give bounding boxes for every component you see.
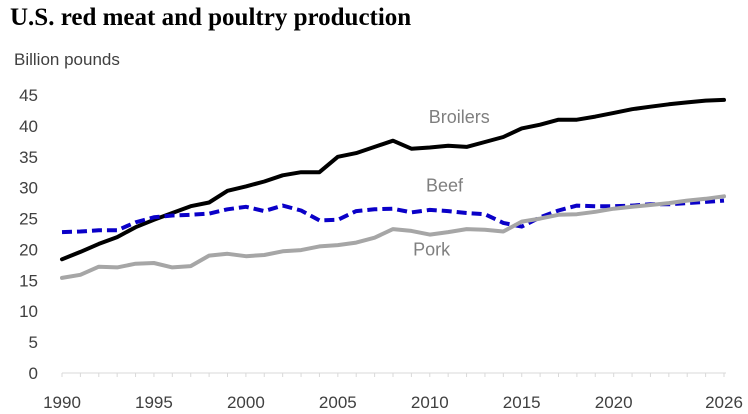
y-axis-label: Billion pounds (14, 50, 120, 69)
x-tick-label: 2000 (227, 393, 265, 412)
y-tick-label: 30 (19, 179, 38, 198)
series-label-pork: Pork (413, 240, 451, 260)
y-tick-label: 10 (19, 302, 38, 321)
series-line-pork (60, 194, 726, 280)
series-label-broilers: Broilers (429, 107, 490, 127)
chart-title: U.S. red meat and poultry production (10, 4, 412, 31)
x-tick-label: 2020 (595, 393, 633, 412)
axes: 1990 1995 2000 2005 2010 2015 2020 2026 0 5 10 15 20… (19, 86, 743, 412)
series-line-beef (61, 198, 725, 235)
y-tick-label: 5 (29, 333, 38, 352)
series-label-beef: Beef (426, 175, 464, 195)
y-tick-label: 0 (29, 364, 38, 383)
y-tick-label: 20 (19, 240, 38, 259)
y-tick-label: 45 (19, 86, 38, 105)
x-tick-label: 2026 (705, 393, 743, 412)
x-tick-label: 1990 (43, 393, 81, 412)
series-line-broilers (60, 97, 726, 262)
y-tick-label: 25 (19, 210, 38, 229)
series-layer (60, 97, 726, 280)
series-labels: Broilers Beef Pork (413, 107, 490, 260)
x-tick-label: 1995 (135, 393, 173, 412)
x-tick-label: 2015 (503, 393, 541, 412)
y-tick-label: 35 (19, 148, 38, 167)
x-tick-label: 2010 (411, 393, 449, 412)
y-tick-label: 40 (19, 117, 38, 136)
x-tick-label: 2005 (319, 393, 357, 412)
y-tick-label: 15 (19, 271, 38, 290)
